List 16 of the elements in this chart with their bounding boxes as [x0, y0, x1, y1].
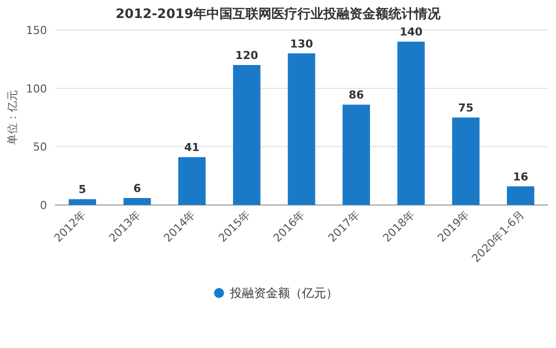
data-label: 120 — [235, 49, 259, 62]
title: 2012-2019年中国互联网医疗行业投融资金额统计情况 — [116, 7, 440, 22]
data-label: 6 — [133, 182, 142, 195]
data-label: 86 — [348, 88, 364, 102]
y-tick-label: 100 — [26, 82, 47, 96]
data-label: 75 — [458, 102, 474, 114]
data-label: 140 — [400, 26, 423, 39]
y-axis-title: 单位：亿元 — [6, 90, 19, 145]
data-label: 130 — [290, 37, 314, 50]
data-label: 16 — [512, 170, 529, 184]
y-tick-label: 50 — [33, 140, 47, 154]
y-tick-label: 0 — [40, 199, 47, 212]
data-label: 41 — [184, 141, 200, 154]
legend-label: 投融资金额（亿元） — [229, 286, 338, 300]
data-label: 5 — [78, 183, 86, 196]
y-tick-label: 150 — [26, 24, 47, 37]
